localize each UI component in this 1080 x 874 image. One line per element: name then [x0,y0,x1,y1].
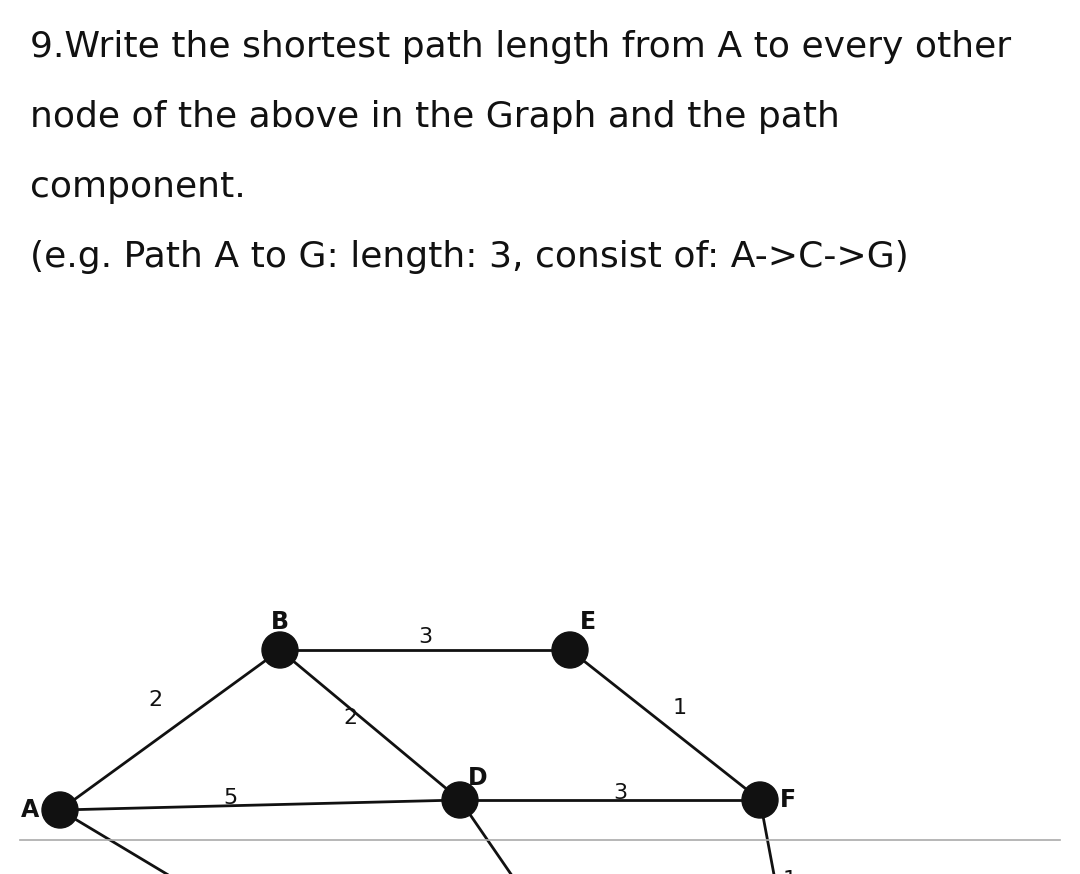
Text: F: F [780,788,796,812]
Text: E: E [580,610,596,634]
Text: 9.Write the shortest path length from A to every other: 9.Write the shortest path length from A … [30,30,1011,64]
Circle shape [262,632,298,668]
Text: 3: 3 [613,783,627,803]
Text: 2: 2 [343,708,357,728]
Circle shape [42,792,78,828]
Text: (e.g. Path A to G: length: 3, consist of: A->C->G): (e.g. Path A to G: length: 3, consist of… [30,240,908,274]
Circle shape [442,782,478,818]
Text: D: D [469,766,488,790]
Circle shape [552,632,588,668]
Text: component.: component. [30,170,246,204]
Text: node of the above in the Graph and the path: node of the above in the Graph and the p… [30,100,840,134]
Text: 3: 3 [418,627,432,647]
Text: A: A [21,798,39,822]
Text: 2: 2 [148,690,162,710]
Text: B: B [271,610,289,634]
Circle shape [742,782,778,818]
Text: 1: 1 [783,870,797,874]
Text: 1: 1 [673,698,687,718]
Text: 5: 5 [222,788,238,808]
